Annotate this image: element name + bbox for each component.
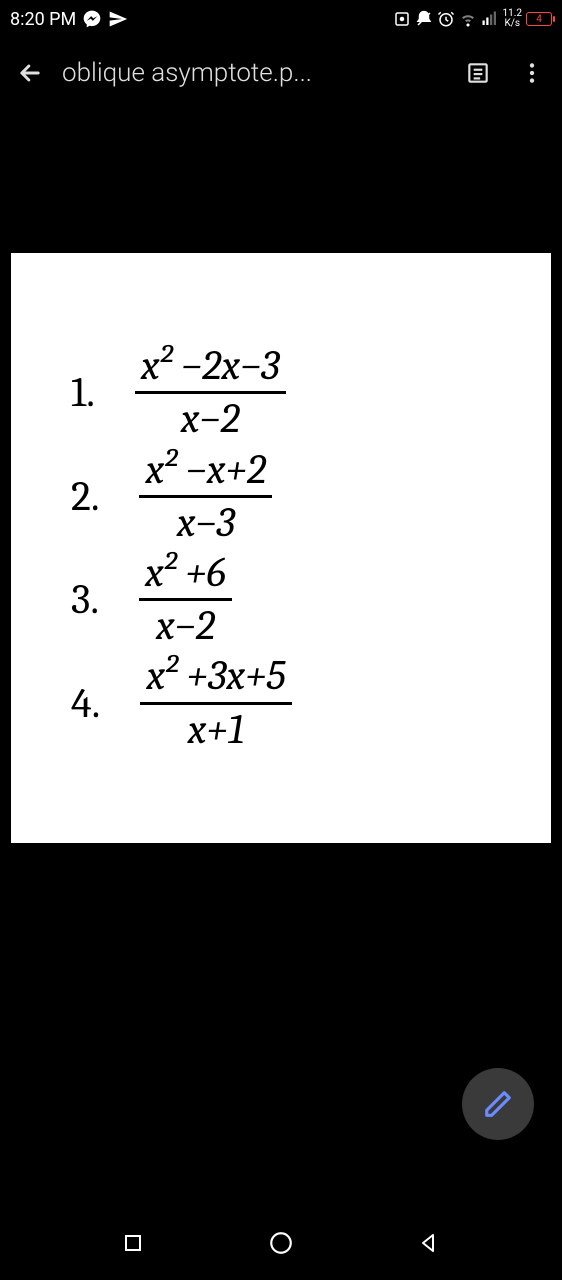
status-left: 8:20 PM bbox=[10, 9, 128, 30]
denominator: x−3 bbox=[177, 498, 235, 546]
system-nav-bar bbox=[0, 1210, 562, 1280]
more-vertical-icon bbox=[519, 60, 545, 86]
screenshot-icon bbox=[393, 10, 411, 28]
problem-row: 1. x² −2x−3 x−2 bbox=[71, 343, 531, 442]
fraction: x² −x+2 x−3 bbox=[139, 447, 272, 546]
pencil-icon bbox=[483, 1089, 513, 1119]
problem-number: 1. bbox=[71, 368, 95, 417]
numerator: x² +6 bbox=[139, 550, 232, 601]
app-header: oblique asymptote.p... bbox=[0, 38, 562, 108]
problem-number: 3. bbox=[71, 575, 99, 624]
mute-icon bbox=[415, 10, 433, 28]
problem-number: 2. bbox=[71, 472, 99, 521]
list-icon bbox=[465, 60, 491, 86]
circle-icon bbox=[268, 1230, 294, 1256]
send-icon bbox=[108, 9, 128, 29]
triangle-left-icon bbox=[417, 1231, 441, 1255]
status-right: 11.2 K/s 4 bbox=[393, 9, 553, 29]
page-title: oblique asymptote.p... bbox=[62, 58, 446, 88]
problem-row: 2. x² −x+2 x−3 bbox=[71, 447, 531, 546]
arrow-left-icon bbox=[16, 59, 44, 87]
network-speed: 11.2 K/s bbox=[503, 9, 523, 29]
fraction: x² +6 x−2 bbox=[139, 550, 232, 649]
messenger-icon bbox=[82, 9, 102, 29]
status-time: 8:20 PM bbox=[10, 9, 76, 30]
numerator: x² −x+2 bbox=[139, 447, 272, 498]
denominator: x+1 bbox=[188, 705, 245, 753]
fraction: x² +3x+5 x+1 bbox=[140, 653, 291, 752]
edit-fab[interactable] bbox=[462, 1068, 534, 1140]
problem-row: 3. x² +6 x−2 bbox=[71, 550, 531, 649]
back-button[interactable] bbox=[8, 51, 52, 95]
problem-number: 4. bbox=[71, 679, 100, 728]
numerator: x² −2x−3 bbox=[135, 343, 286, 394]
signal-icon bbox=[481, 10, 499, 28]
document-viewport[interactable]: 1. x² −2x−3 x−2 2. x² −x+2 x−3 3. x² +6 … bbox=[0, 108, 562, 988]
outline-button[interactable] bbox=[456, 51, 500, 95]
alarm-icon bbox=[437, 10, 455, 28]
more-button[interactable] bbox=[510, 51, 554, 95]
status-bar: 8:20 PM 11.2 K/s 4 bbox=[0, 0, 562, 38]
nav-back-button[interactable] bbox=[417, 1231, 441, 1259]
document-page: 1. x² −2x−3 x−2 2. x² −x+2 x−3 3. x² +6 … bbox=[11, 253, 551, 843]
square-icon bbox=[121, 1231, 145, 1255]
recent-apps-button[interactable] bbox=[121, 1231, 145, 1259]
problem-row: 4. x² +3x+5 x+1 bbox=[71, 653, 531, 752]
battery-level: 4 bbox=[536, 14, 542, 25]
net-speed-unit: K/s bbox=[503, 19, 523, 29]
numerator: x² +3x+5 bbox=[140, 653, 291, 704]
wifi-icon bbox=[459, 10, 477, 28]
battery-icon: 4 bbox=[526, 12, 552, 26]
denominator: x−2 bbox=[156, 601, 215, 649]
home-button[interactable] bbox=[268, 1230, 294, 1260]
fraction: x² −2x−3 x−2 bbox=[135, 343, 286, 442]
denominator: x−2 bbox=[181, 394, 240, 442]
